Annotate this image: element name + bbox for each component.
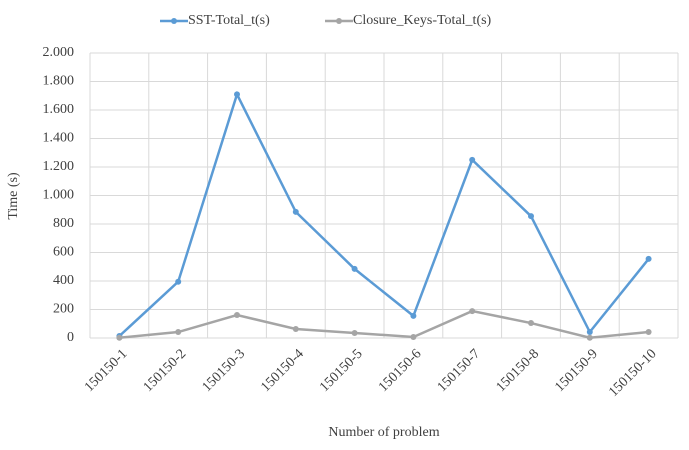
y-axis-title: Time (s) (6, 172, 21, 220)
x-tick-label: 150150-4 (258, 346, 307, 395)
data-point (351, 330, 358, 337)
legend-marker (336, 18, 342, 24)
y-tick-label: 1.600 (43, 102, 75, 117)
data-point (645, 329, 652, 336)
y-tick-label: 1.000 (43, 188, 75, 203)
x-tick-label: 150150-6 (376, 346, 425, 395)
x-tick-label: 150150-10 (606, 346, 660, 400)
data-point (292, 208, 299, 215)
x-tick-label: 150150-9 (552, 346, 601, 395)
x-tick-label: 150150-3 (200, 346, 249, 395)
y-tick-label: 200 (53, 302, 74, 317)
data-point (645, 255, 652, 262)
data-point (528, 213, 534, 220)
legend-label: SST-Total_t(s) (188, 13, 270, 28)
legend-label: Closure_Keys-Total_t(s) (353, 13, 492, 28)
data-point (292, 326, 299, 333)
data-point (410, 312, 417, 319)
x-tick-label: 150150-2 (141, 346, 190, 395)
y-tick-label: 2.000 (43, 45, 75, 60)
y-tick-label: 0 (67, 330, 74, 345)
data-point (586, 329, 593, 336)
series-line (118, 90, 650, 337)
data-point (469, 308, 476, 315)
data-point (175, 329, 182, 336)
y-tick-label: 600 (53, 245, 74, 260)
series-line (119, 309, 649, 339)
x-tick-label: 150150-1 (82, 346, 131, 395)
data-point (234, 312, 240, 319)
y-tick-label: 800 (53, 216, 74, 231)
data-point (469, 156, 476, 163)
y-tick-label: 1.200 (43, 159, 75, 174)
data-point (586, 334, 593, 341)
x-tick-label: 150150-7 (435, 346, 484, 395)
data-point (116, 334, 123, 341)
x-tick-label: 150150-8 (494, 346, 543, 395)
x-axis-title: Number of problem (328, 425, 439, 440)
data-point (351, 265, 358, 272)
y-tick-label: 400 (53, 273, 74, 288)
data-point (528, 320, 534, 327)
y-tick-label: 1.800 (43, 74, 75, 89)
data-point (175, 278, 182, 285)
legend-marker (171, 18, 177, 24)
data-point (410, 334, 417, 341)
data-point (234, 91, 240, 98)
x-tick-label: 150150-5 (317, 346, 366, 395)
y-tick-label: 1.400 (43, 131, 75, 146)
